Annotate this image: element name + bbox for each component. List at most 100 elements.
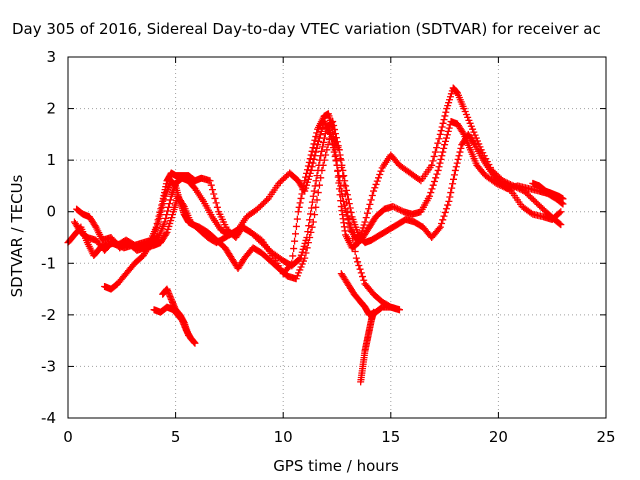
- y-tick-label: -2: [41, 306, 56, 324]
- data-point: [428, 185, 436, 193]
- data-point: [330, 148, 338, 156]
- data-point: [185, 331, 193, 339]
- data-point: [357, 269, 365, 277]
- x-axis-label: GPS time / hours: [273, 457, 399, 475]
- data-point: [291, 230, 299, 238]
- data-point: [344, 208, 352, 216]
- x-tick-label: 20: [489, 428, 508, 446]
- data-point: [292, 222, 300, 230]
- data-point: [437, 155, 445, 163]
- data-point: [347, 208, 355, 216]
- data-point: [366, 200, 374, 208]
- data-point: [345, 214, 353, 222]
- data-point: [165, 200, 173, 208]
- data-point: [314, 141, 322, 149]
- data-point: [455, 152, 463, 160]
- data-point: [440, 116, 448, 124]
- y-tick-label: 3: [46, 48, 56, 66]
- y-tick-label: 2: [46, 100, 56, 118]
- data-point: [317, 152, 325, 160]
- data-point: [305, 222, 313, 230]
- data-point: [427, 189, 435, 197]
- data-point: [310, 140, 318, 148]
- data-point: [343, 186, 351, 194]
- data-point: [363, 209, 371, 217]
- data-point: [308, 223, 316, 231]
- plot-frame: [67, 56, 607, 419]
- data-point: [415, 176, 423, 184]
- data-point: [331, 130, 339, 138]
- data-point: [557, 221, 565, 229]
- data-point: [159, 200, 167, 208]
- data-point: [291, 237, 299, 245]
- data-point: [557, 208, 565, 216]
- data-point: [439, 148, 447, 156]
- data-point: [303, 244, 311, 252]
- data-point: [441, 141, 449, 149]
- data-point: [301, 254, 309, 262]
- data-point: [157, 207, 165, 215]
- data-point: [313, 196, 321, 204]
- data-point: [339, 172, 347, 180]
- data-point: [449, 180, 457, 188]
- data-point: [430, 178, 438, 186]
- data-point: [311, 136, 319, 144]
- data-point: [312, 177, 320, 185]
- data-point: [454, 155, 462, 163]
- data-point: [312, 133, 320, 141]
- data-point: [323, 146, 331, 154]
- y-tick-label: -4: [41, 409, 56, 427]
- y-tick-label: -3: [41, 357, 56, 375]
- data-point: [435, 225, 443, 233]
- data-point: [293, 215, 301, 223]
- data-point: [354, 258, 362, 266]
- data-point: [428, 161, 436, 169]
- axis-ticks: 0 5 10 15 20 25 -4 -3 -2 -1 0 1 2 3: [41, 48, 616, 446]
- data-point: [448, 184, 456, 192]
- data-point: [317, 127, 325, 135]
- data-point: [376, 171, 384, 179]
- data-point: [309, 144, 317, 152]
- data-point: [318, 166, 326, 174]
- data-point: [211, 194, 219, 202]
- data-point: [527, 209, 535, 217]
- data-point: [440, 212, 448, 220]
- data-point: [313, 144, 321, 152]
- data-point: [372, 180, 380, 188]
- data-point: [321, 130, 329, 138]
- data-point: [438, 220, 446, 228]
- data-point: [361, 218, 369, 226]
- data-point: [311, 182, 319, 190]
- data-point: [156, 211, 164, 219]
- data-point: [436, 223, 444, 231]
- data-point: [314, 189, 322, 197]
- series-track-4: [101, 130, 403, 314]
- data-point: [319, 143, 327, 151]
- data-point: [331, 126, 339, 134]
- data-point: [506, 186, 514, 194]
- data-point: [434, 139, 442, 147]
- data-point: [559, 195, 567, 203]
- data-point: [346, 221, 354, 229]
- data-point: [437, 127, 445, 135]
- data-point: [450, 175, 458, 183]
- data-point: [330, 122, 338, 130]
- data-point: [263, 196, 271, 204]
- data-point: [307, 204, 315, 212]
- data-point: [371, 184, 379, 192]
- data-point: [346, 204, 354, 212]
- data-point: [340, 172, 348, 180]
- data-point: [350, 241, 358, 249]
- data-point: [158, 203, 166, 211]
- data-point: [160, 196, 168, 204]
- data-point: [338, 187, 346, 195]
- data-point: [322, 151, 330, 159]
- data-point: [441, 208, 449, 216]
- data-point: [444, 201, 452, 209]
- data-point: [429, 157, 437, 165]
- data-point: [355, 261, 363, 269]
- data-point: [311, 152, 319, 160]
- data-point: [162, 230, 170, 238]
- data-point: [429, 181, 437, 189]
- data-point: [312, 148, 320, 156]
